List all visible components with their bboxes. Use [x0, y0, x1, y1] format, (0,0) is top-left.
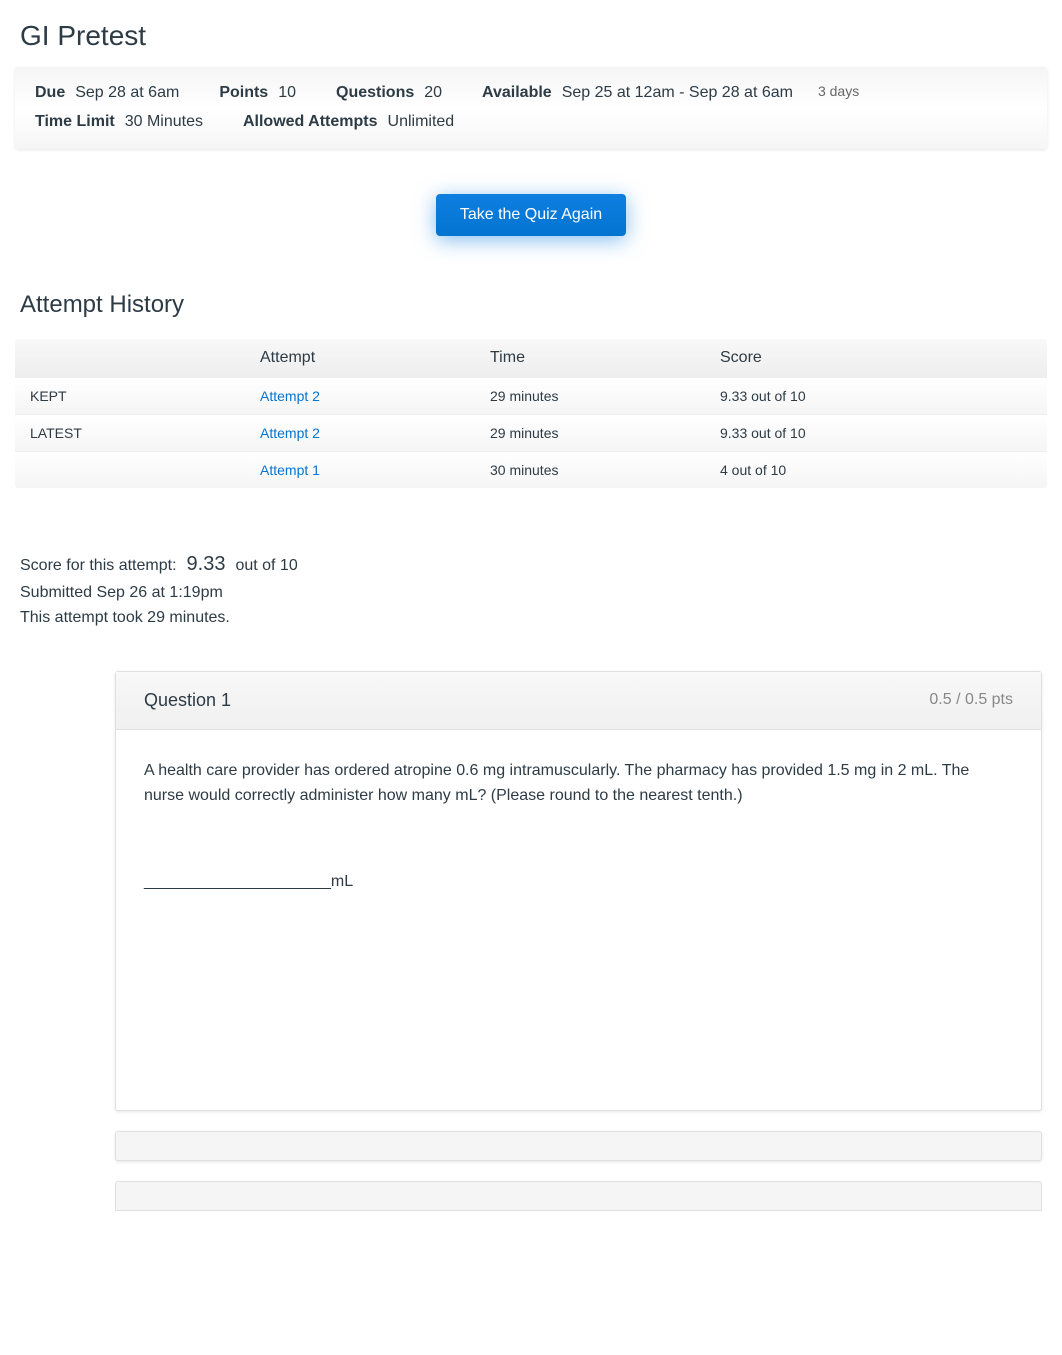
table-row: KEPT Attempt 2 29 minutes 9.33 out of 10	[15, 377, 1047, 414]
row-time: 30 minutes	[490, 462, 720, 478]
points-value: 10	[278, 79, 296, 108]
attempt-link[interactable]: Attempt 1	[260, 462, 490, 478]
answer-blank: _____________________mL	[144, 869, 1013, 895]
score-suffix: out of 10	[235, 553, 297, 579]
question-card: Question 1 0.5 / 0.5 pts A health care p…	[115, 671, 1042, 1111]
available-value: Sep 25 at 12am - Sep 28 at 6am	[562, 79, 793, 108]
question-points: 0.5 / 0.5 pts	[929, 691, 1013, 709]
column-blank	[30, 349, 260, 367]
score-value: 9.33	[187, 548, 226, 580]
submitted-time: Submitted Sep 26 at 1:19pm	[20, 580, 1042, 606]
available-duration: 3 days	[818, 79, 859, 108]
due-label: Due	[35, 79, 65, 108]
row-time: 29 minutes	[490, 388, 720, 404]
row-score: 9.33 out of 10	[720, 425, 1032, 441]
allowed-attempts-label: Allowed Attempts	[243, 108, 378, 137]
row-score: 4 out of 10	[720, 462, 1032, 478]
attempt-link[interactable]: Attempt 2	[260, 388, 490, 404]
points-detail: Points 10	[219, 79, 296, 108]
attempt-history-table: Attempt Time Score KEPT Attempt 2 29 min…	[15, 339, 1047, 488]
footer-card	[115, 1181, 1042, 1211]
available-detail: Available Sep 25 at 12am - Sep 28 at 6am…	[482, 79, 859, 108]
attempt-duration: This attempt took 29 minutes.	[20, 605, 1042, 631]
available-label: Available	[482, 79, 552, 108]
row-label-kept: KEPT	[30, 388, 260, 404]
attempt-link[interactable]: Attempt 2	[260, 425, 490, 441]
question-text: A health care provider has ordered atrop…	[144, 758, 1013, 809]
time-limit-label: Time Limit	[35, 108, 115, 137]
table-row: Attempt 1 30 minutes 4 out of 10	[15, 451, 1047, 488]
row-label-empty	[30, 462, 260, 478]
score-summary: Score for this attempt: 9.33 out of 10 S…	[0, 528, 1062, 651]
table-header-row: Attempt Time Score	[15, 339, 1047, 377]
divider-card	[115, 1131, 1042, 1161]
due-value: Sep 28 at 6am	[75, 79, 179, 108]
questions-detail: Questions 20	[336, 79, 442, 108]
row-time: 29 minutes	[490, 425, 720, 441]
row-score: 9.33 out of 10	[720, 388, 1032, 404]
table-row: LATEST Attempt 2 29 minutes 9.33 out of …	[15, 414, 1047, 451]
question-body: A health care provider has ordered atrop…	[116, 730, 1041, 1110]
allowed-attempts-value: Unlimited	[388, 108, 455, 137]
allowed-attempts-detail: Allowed Attempts Unlimited	[243, 108, 454, 137]
row-label-latest: LATEST	[30, 425, 260, 441]
quiz-details-panel: Due Sep 28 at 6am Points 10 Questions 20…	[15, 67, 1047, 149]
question-number: Question 1	[144, 690, 231, 711]
take-quiz-again-button[interactable]: Take the Quiz Again	[436, 194, 626, 236]
questions-value: 20	[424, 79, 442, 108]
page-title: GI Pretest	[0, 0, 1062, 67]
column-attempt: Attempt	[260, 349, 490, 367]
time-limit-detail: Time Limit 30 Minutes	[35, 108, 203, 137]
due-detail: Due Sep 28 at 6am	[35, 79, 179, 108]
time-limit-value: 30 Minutes	[125, 108, 203, 137]
question-header: Question 1 0.5 / 0.5 pts	[116, 672, 1041, 730]
questions-label: Questions	[336, 79, 414, 108]
points-label: Points	[219, 79, 268, 108]
column-time: Time	[490, 349, 720, 367]
score-prefix: Score for this attempt:	[20, 553, 177, 579]
attempt-history-heading: Attempt History	[0, 281, 1062, 339]
column-score: Score	[720, 349, 1032, 367]
